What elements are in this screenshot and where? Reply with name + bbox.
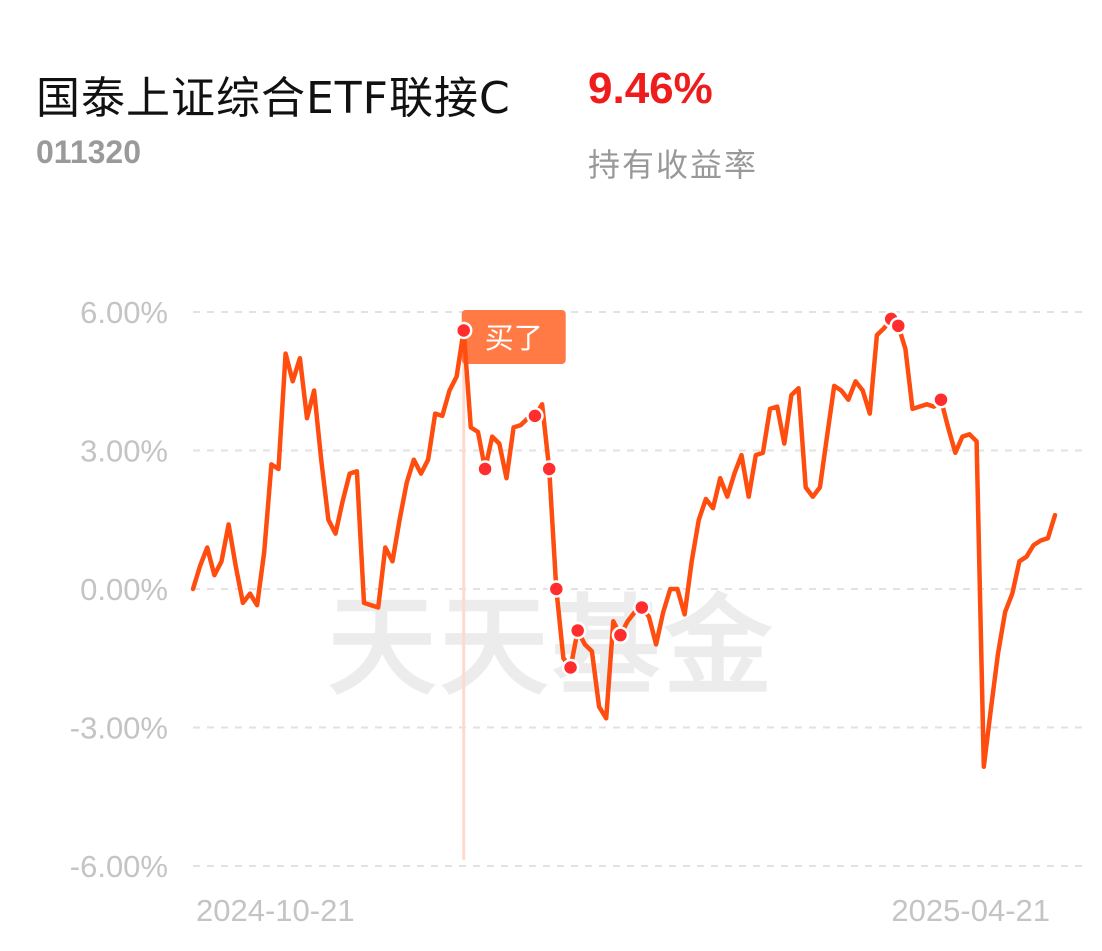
chart-watermark: 天天基金: [328, 585, 776, 710]
trade-point[interactable]: [547, 580, 566, 598]
x-axis-ticks: 2024-10-21 2025-04-21: [196, 893, 1050, 928]
holding-return-label: 持有收益率: [588, 146, 759, 184]
holding-return-value: 9.46%: [588, 64, 713, 113]
x-tick-label: 2024-10-21: [196, 893, 355, 928]
y-tick-label: 3.00%: [80, 434, 168, 469]
trade-point[interactable]: [540, 460, 558, 478]
trade-point[interactable]: [526, 407, 544, 425]
trade-point[interactable]: [568, 621, 587, 640]
trade-point[interactable]: [633, 598, 651, 617]
y-tick-label: 6.00%: [80, 295, 168, 330]
buy-marker[interactable]: 买了: [461, 310, 566, 860]
y-tick-label: -3.00%: [70, 711, 168, 746]
buy-marker-line: [462, 340, 466, 860]
buy-tag-label: 买了: [485, 321, 543, 355]
trade-point[interactable]: [561, 658, 580, 677]
trade-point[interactable]: [932, 390, 950, 409]
y-tick-label: 0.00%: [80, 572, 168, 607]
trade-point[interactable]: [611, 626, 630, 644]
y-axis-ticks: 6.00% 3.00% 0.00% -3.00% -6.00%: [70, 295, 168, 884]
fund-name: 国泰上证综合ETF联接C: [36, 73, 511, 124]
x-tick-label: 2025-04-21: [891, 893, 1050, 928]
buy-tag-box[interactable]: [461, 310, 566, 364]
trade-point[interactable]: [454, 321, 473, 340]
y-tick-label: -6.00%: [70, 849, 168, 884]
fund-code: 011320: [36, 134, 142, 170]
trade-point[interactable]: [476, 460, 494, 478]
trade-points: [454, 310, 950, 677]
trade-point[interactable]: [889, 317, 908, 335]
